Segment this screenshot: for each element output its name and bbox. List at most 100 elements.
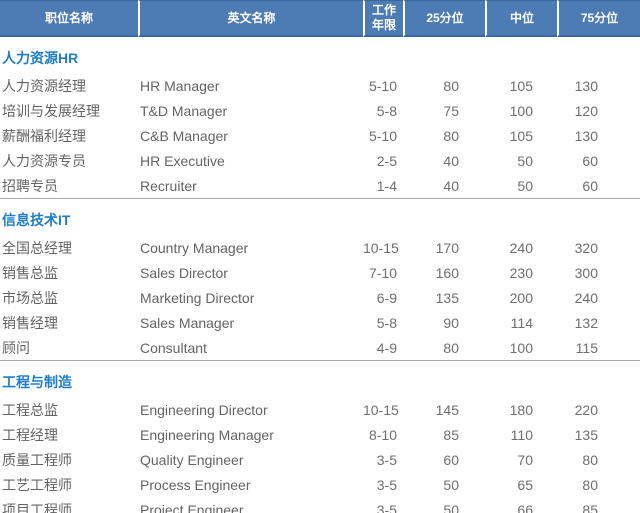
p25-cell: 50 (443, 476, 459, 493)
p25-cell: 170 (435, 239, 459, 256)
english-name-cell: HR Executive (140, 152, 225, 169)
p75-cell: 115 (575, 339, 598, 356)
position-name-cell: 工艺工程师 (2, 476, 72, 493)
p50-cell: 50 (517, 152, 533, 169)
p75-cell: 132 (574, 314, 598, 331)
header-work-years: 工作年限 (363, 0, 403, 37)
english-name-cell: Process Engineer (140, 476, 251, 493)
section-title: 人力资源HR (2, 50, 79, 66)
table-row: 招聘专员 Recruiter 1-4 40 50 60 (0, 173, 640, 198)
table-row: 销售经理 Sales Manager 5-8 90 114 132 (0, 310, 640, 335)
position-name-cell: 人力资源经理 (2, 77, 86, 94)
p50-cell: 70 (517, 451, 533, 468)
header-position-name: 职位名称 (0, 0, 138, 37)
english-name-cell: Recruiter (140, 177, 197, 194)
section-title: 工程与制造 (0, 360, 640, 397)
p50-cell: 200 (509, 289, 533, 306)
position-name-cell: 销售经理 (2, 314, 58, 331)
english-name-cell: C&B Manager (140, 127, 228, 144)
p75-cell: 130 (574, 127, 598, 144)
position-name-cell: 全国总经理 (2, 239, 72, 256)
p25-cell: 145 (435, 401, 459, 418)
years-cell: 6-9 (376, 289, 397, 306)
years-cell: 10-15 (363, 401, 399, 418)
table-row: 顾问 Consultant 4-9 80 100 115 (0, 335, 640, 360)
years-cell: 3-5 (376, 501, 397, 513)
p25-cell: 80 (443, 77, 459, 94)
position-name-cell: 人力资源专员 (2, 152, 86, 169)
table-row: 工程总监 Engineering Director 10-15 145 180 … (0, 397, 640, 422)
p25-cell: 50 (443, 501, 459, 513)
p25-cell: 85 (443, 426, 459, 443)
english-name-cell: Quality Engineer (140, 451, 244, 468)
p75-cell: 60 (582, 177, 598, 194)
english-name-cell: Sales Manager (140, 314, 235, 331)
years-cell: 1-4 (376, 177, 397, 194)
table-row: 全国总经理 Country Manager 10-15 170 240 320 (0, 235, 640, 260)
p25-cell: 40 (443, 152, 459, 169)
years-cell: 8-10 (368, 426, 397, 443)
position-name-cell: 市场总监 (2, 289, 58, 306)
english-name-cell: HR Manager (140, 77, 220, 94)
section-title: 信息技术IT (0, 198, 640, 235)
years-cell: 3-5 (376, 451, 397, 468)
p75-cell: 60 (582, 152, 598, 169)
p50-cell: 50 (517, 177, 533, 194)
years-cell: 3-5 (376, 476, 397, 493)
p75-cell: 320 (574, 239, 598, 256)
p50-cell: 105 (509, 127, 533, 144)
table-row: 人力资源专员 HR Executive 2-5 40 50 60 (0, 148, 640, 173)
years-cell: 5-10 (368, 127, 397, 144)
p50-cell: 180 (509, 401, 533, 418)
p50-cell: 100 (509, 339, 533, 356)
p75-cell: 220 (574, 401, 598, 418)
english-name-cell: T&D Manager (140, 102, 228, 119)
section-row-hr: 人力资源HR (0, 37, 640, 73)
position-name-cell: 顾问 (2, 339, 30, 356)
years-cell: 5-8 (376, 314, 397, 331)
english-name-cell: Sales Director (140, 264, 228, 281)
p50-cell: 110 (510, 426, 533, 443)
position-name-cell: 培训与发展经理 (2, 102, 100, 119)
years-cell: 2-5 (376, 152, 397, 169)
p50-cell: 100 (509, 102, 533, 119)
p25-cell: 80 (443, 127, 459, 144)
p25-cell: 90 (443, 314, 459, 331)
p50-cell: 105 (509, 77, 533, 94)
p75-cell: 85 (582, 501, 598, 513)
p50-cell: 65 (517, 476, 533, 493)
table-row: 项目工程师 Project Engineer 3-5 50 66 85 (0, 497, 640, 513)
table-row: 人力资源经理 HR Manager 5-10 80 105 130 (0, 73, 640, 98)
p50-cell: 66 (517, 501, 533, 513)
position-name-cell: 质量工程师 (2, 451, 72, 468)
p75-cell: 300 (574, 264, 598, 281)
table-row: 薪酬福利经理 C&B Manager 5-10 80 105 130 (0, 123, 640, 148)
p75-cell: 80 (582, 451, 598, 468)
p75-cell: 80 (582, 476, 598, 493)
position-name-cell: 招聘专员 (2, 177, 58, 194)
table-row: 销售总监 Sales Director 7-10 160 230 300 (0, 260, 640, 285)
table-header: 职位名称 英文名称 工作年限 25分位 中位 75分位 (0, 0, 640, 37)
position-name-cell: 项目工程师 (2, 501, 72, 513)
table-row: 工程经理 Engineering Manager 8-10 85 110 135 (0, 422, 640, 447)
english-name-cell: Project Engineer (140, 501, 244, 513)
position-name-cell: 薪酬福利经理 (2, 127, 86, 144)
table-row: 市场总监 Marketing Director 6-9 135 200 240 (0, 285, 640, 310)
years-cell: 10-15 (363, 239, 399, 256)
english-name-cell: Engineering Director (140, 401, 268, 418)
header-percentile-25: 25分位 (403, 0, 485, 37)
years-cell: 5-8 (376, 102, 397, 119)
years-cell: 7-10 (368, 264, 397, 281)
section-row-engineering: 工程与制造 (0, 360, 640, 397)
position-name-cell: 销售总监 (2, 264, 58, 281)
table-row: 培训与发展经理 T&D Manager 5-8 75 100 120 (0, 98, 640, 123)
p50-cell: 230 (509, 264, 533, 281)
position-name-cell: 工程总监 (2, 401, 58, 418)
english-name-cell: Engineering Manager (140, 426, 274, 443)
p50-cell: 240 (509, 239, 533, 256)
p50-cell: 114 (510, 314, 533, 331)
table-row: 工艺工程师 Process Engineer 3-5 50 65 80 (0, 472, 640, 497)
p75-cell: 240 (574, 289, 598, 306)
